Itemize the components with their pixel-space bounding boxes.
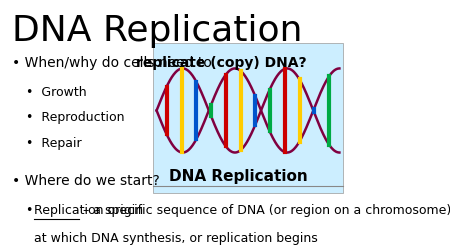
Text: at which DNA synthesis, or replication begins: at which DNA synthesis, or replication b… [35, 231, 318, 244]
Text: DNA Replication: DNA Replication [169, 168, 308, 183]
Text: •  Reproduction: • Reproduction [26, 111, 124, 124]
Text: DNA Replication: DNA Replication [12, 14, 302, 48]
Text: replicate (copy) DNA?: replicate (copy) DNA? [136, 56, 306, 70]
Text: •  Growth: • Growth [26, 86, 86, 99]
Text: Replication origin: Replication origin [35, 203, 144, 216]
Text: • When/why do cells need to: • When/why do cells need to [12, 56, 216, 70]
Text: • Where do we start?: • Where do we start? [12, 173, 159, 187]
FancyBboxPatch shape [153, 44, 343, 193]
Text: – a specific sequence of DNA (or region on a chromosome): – a specific sequence of DNA (or region … [79, 203, 450, 216]
Text: •: • [26, 203, 37, 216]
Text: •  Repair: • Repair [26, 136, 81, 149]
